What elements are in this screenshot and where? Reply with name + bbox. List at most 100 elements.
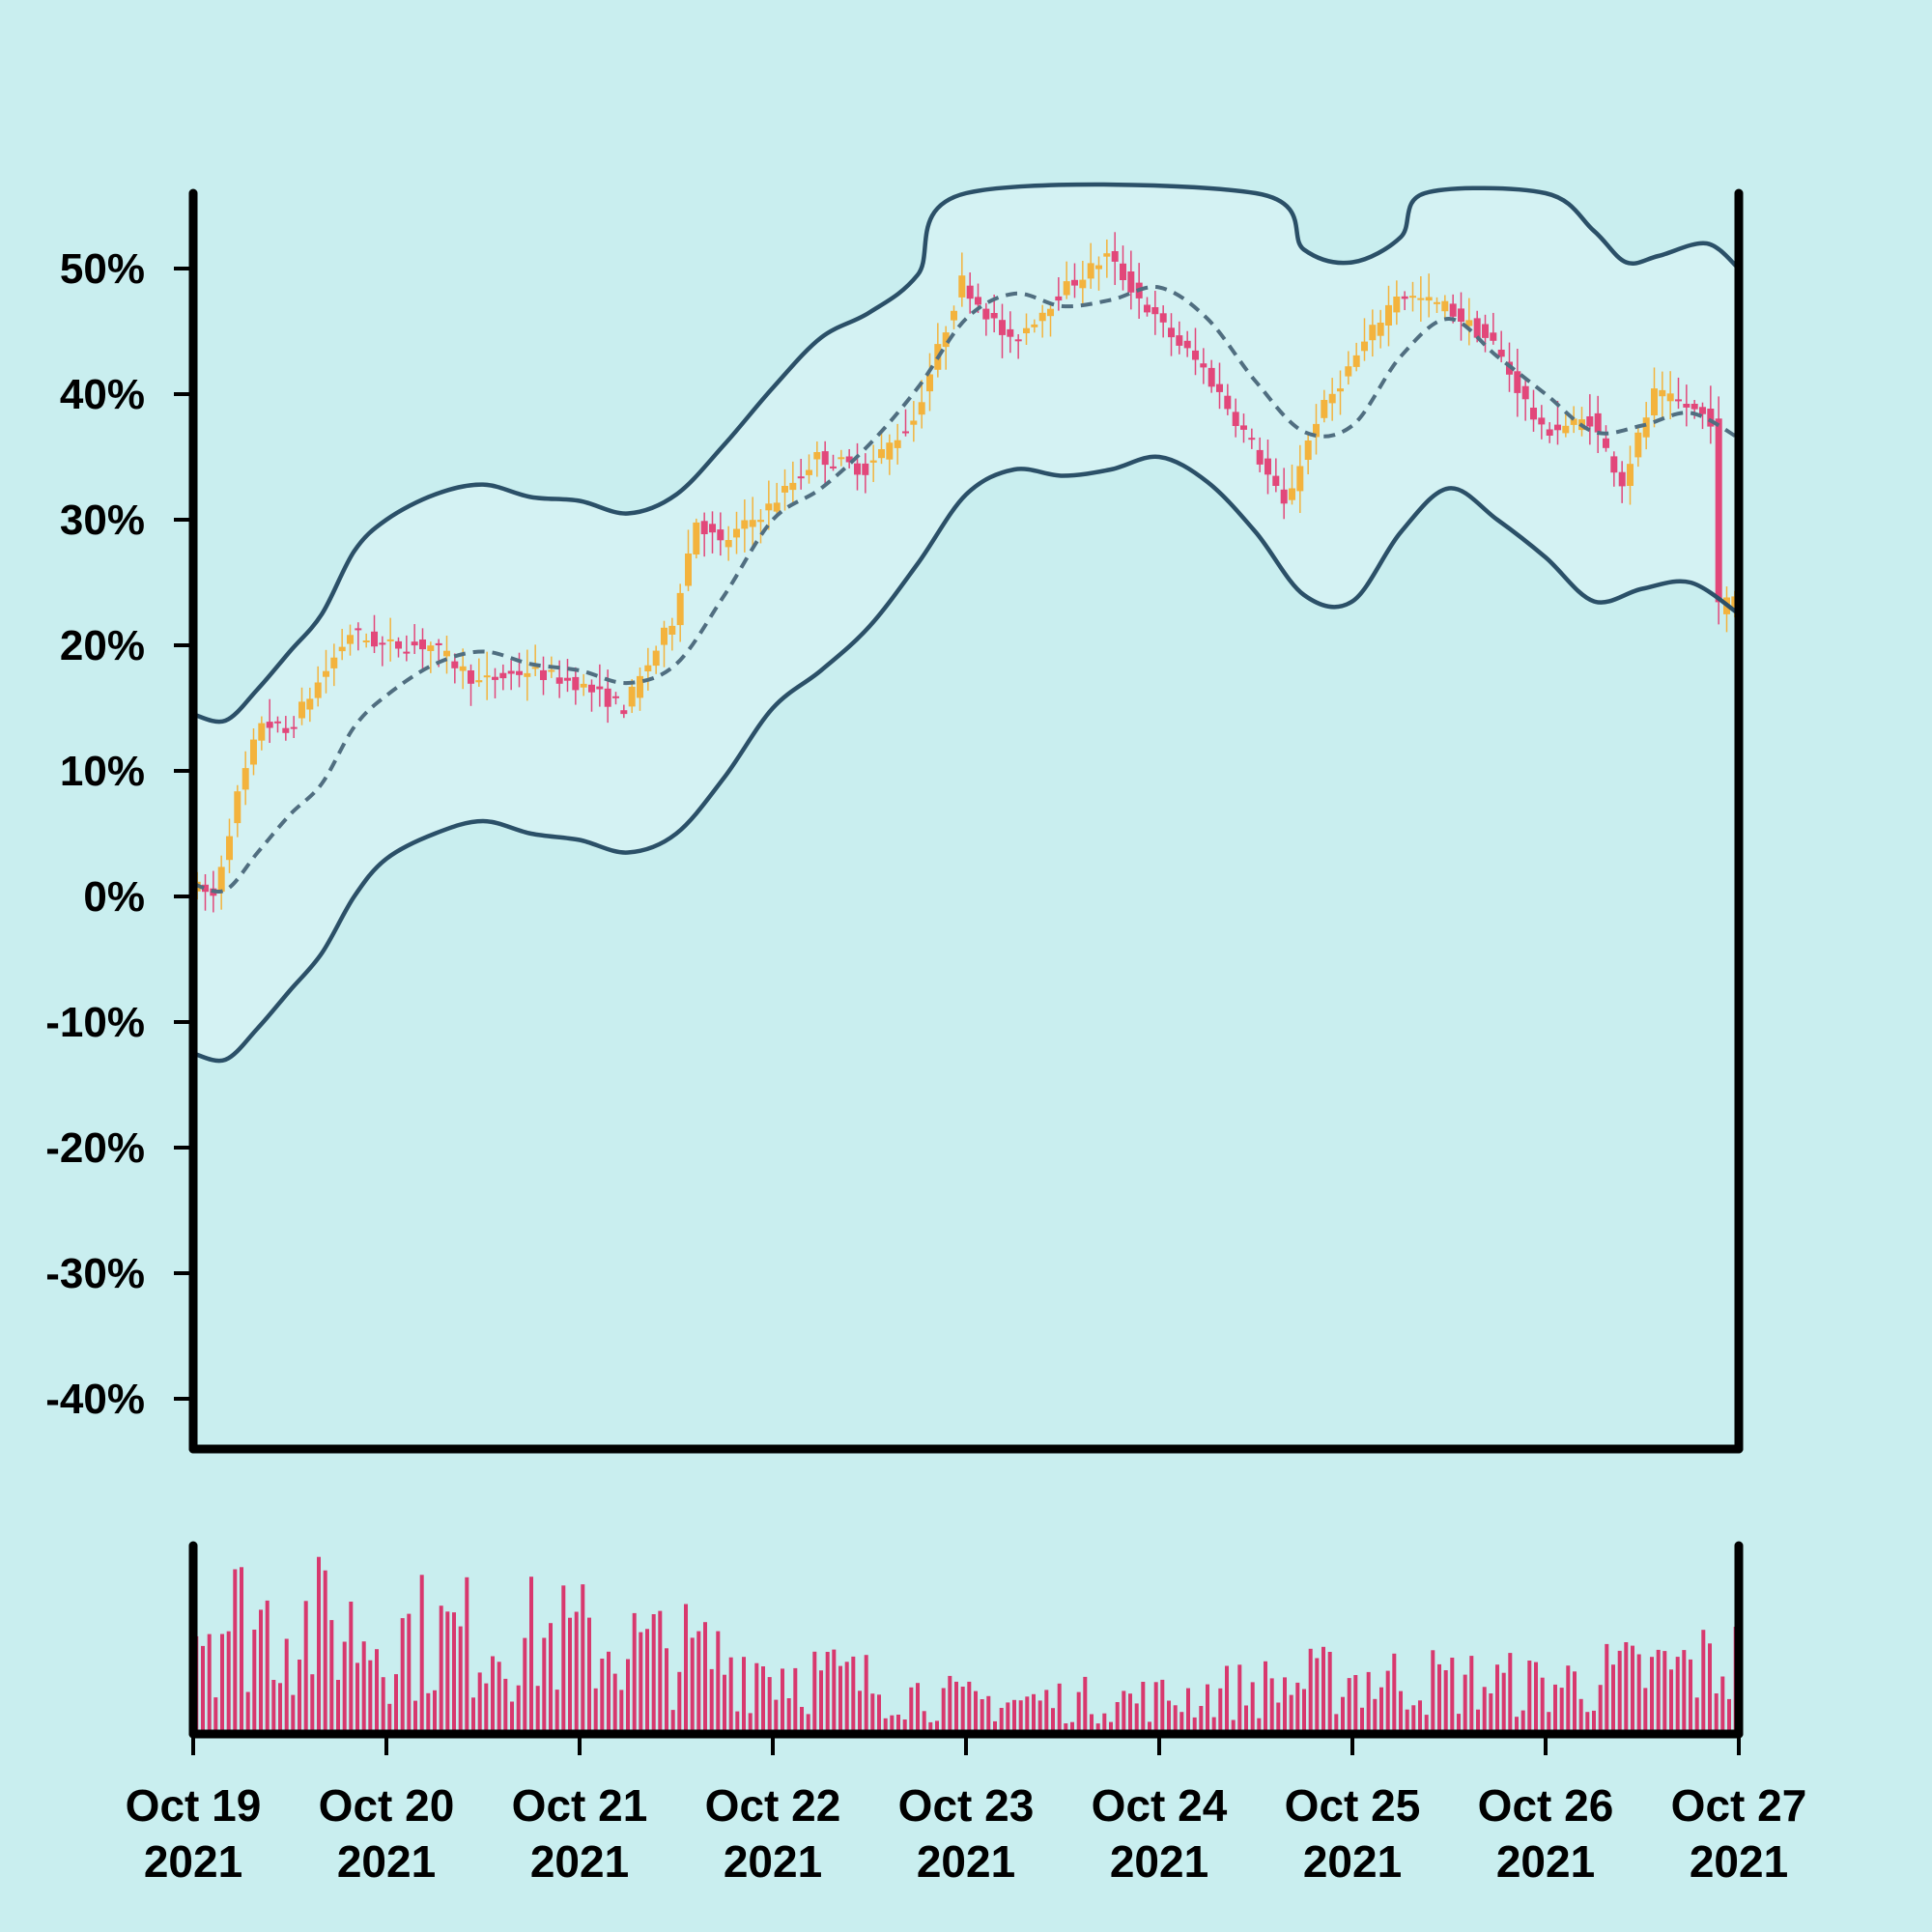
volume-bar [1559,1688,1564,1734]
x-tick-label: Oct 20 [319,1780,455,1831]
candle-body [555,677,563,684]
volume-bar [298,1660,301,1734]
volume-bar [954,1681,958,1734]
volume-bar [1308,1648,1313,1734]
volume-bar [800,1707,804,1734]
volume-bar [665,1648,668,1734]
candle-body [314,682,322,698]
volume-bar [542,1637,547,1734]
volume-bar [1283,1677,1287,1734]
y-tick-label: 0% [83,873,145,921]
volume-bar [1489,1693,1493,1734]
volume-bar [877,1694,881,1734]
candle-body [1304,440,1312,460]
candle-body [1047,308,1054,317]
volume-bar [1636,1654,1641,1734]
candle-body [1055,296,1063,301]
volume-bar [619,1690,624,1734]
volume-bar [651,1614,656,1734]
volume-bar [626,1659,630,1734]
volume-bar [1694,1697,1699,1734]
volume-bar [812,1651,817,1734]
volume-bar [670,1710,675,1734]
volume-bar [1515,1717,1519,1734]
volume-bar [1379,1687,1383,1734]
x-tick-label: Oct 19 [126,1780,262,1831]
candle-body [1159,313,1167,323]
y-tick-label: -20% [45,1124,145,1172]
volume-bar [1482,1687,1487,1734]
candle-body [1514,371,1521,393]
volume-bar [1051,1708,1055,1734]
volume-bar [549,1623,553,1734]
volume-bar [381,1677,385,1734]
candle-body [419,639,426,650]
x-tick-label-year: 2021 [1496,1836,1595,1887]
volume-bar [1360,1707,1364,1734]
candle-layer [193,232,1739,913]
volume-bar [574,1611,579,1734]
volume-bar [1656,1649,1661,1734]
volume-bar [1598,1685,1603,1734]
volume-bar [1057,1683,1062,1734]
candle-body [1256,449,1264,465]
candle-body [338,646,346,652]
volume-bar [400,1618,405,1734]
volume-bar [1276,1702,1281,1734]
candle-body [403,651,411,654]
volume-bar [452,1612,456,1734]
candle-body [266,722,273,728]
x-tick-label: Oct 22 [705,1780,841,1831]
volume-bar [793,1667,798,1734]
volume-bar [433,1690,437,1734]
volume-bar [909,1687,914,1734]
y-tick-labels: 50% 40% 30% 20% 10% 0% -10% -20% -30% -40% [45,245,145,1423]
candle-body [1144,304,1151,313]
candle-body [483,675,491,678]
volume-bar [213,1697,218,1734]
candle-body [475,680,483,683]
candle-body [1546,429,1553,436]
candle-body [1208,367,1215,387]
candle-body [1385,304,1392,326]
volume-bar [781,1668,784,1734]
x-tick-label: Oct 27 [1671,1780,1807,1831]
axis-layer [174,188,1744,1755]
candle-body [258,723,266,741]
volume-bar [864,1655,868,1734]
candle-body [1642,417,1650,438]
volume-bar [1611,1664,1615,1734]
candle-body [612,696,619,698]
candle-body [1610,456,1618,473]
candle-body [999,320,1006,335]
candle-body [661,627,668,645]
candle-body [1409,296,1416,298]
candle-body [282,727,290,733]
candle-body [1530,408,1537,420]
candle-body [524,672,531,677]
volume-bar [1720,1676,1725,1734]
candle-body [637,675,643,698]
candle-body [492,676,498,680]
x-tick-label-year: 2021 [1110,1836,1208,1887]
candle-body [741,520,749,529]
candle-body [451,661,459,668]
volume-bar [439,1605,443,1734]
volume-bar [1032,1693,1036,1734]
candle-body [427,645,435,651]
volume-bar [303,1601,308,1734]
candle-body [1393,297,1401,313]
volume-bar [1341,1696,1345,1734]
candle-body [1715,418,1722,603]
candle-body [958,275,966,298]
volume-bar [896,1715,900,1734]
candle-body [580,683,587,688]
candle-body [1328,393,1336,404]
candle-body [1063,281,1070,296]
volume-bar [1708,1643,1712,1734]
volume-bar [1508,1653,1513,1734]
volume-bar [240,1567,243,1734]
volume-bar [1315,1658,1320,1734]
